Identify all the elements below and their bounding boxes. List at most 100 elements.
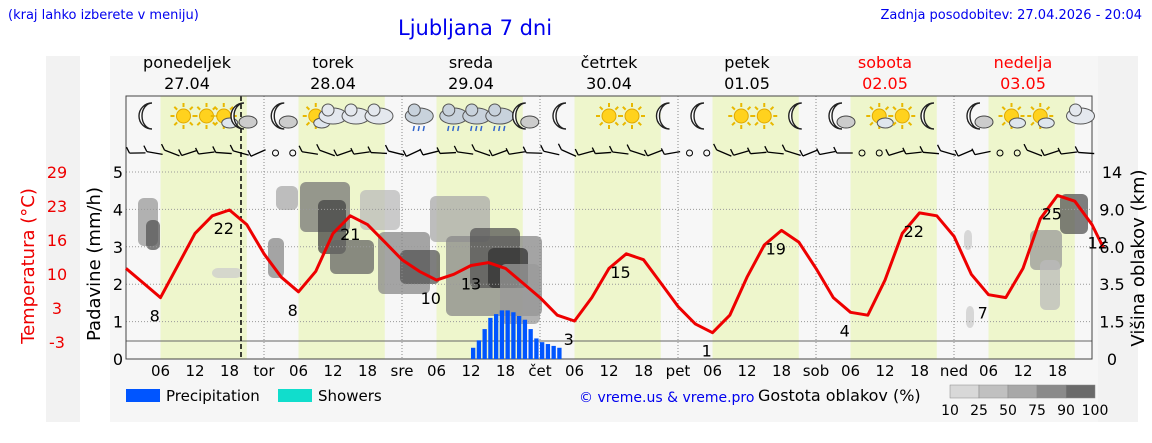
sun-ray <box>731 121 736 126</box>
sun-ray <box>1045 106 1051 111</box>
hour-tick: 18 <box>772 362 791 380</box>
daylight-band <box>712 96 799 359</box>
sun-ray <box>869 106 874 111</box>
rain-cloud-icon <box>439 103 469 132</box>
right-axis-panel <box>1098 56 1138 422</box>
precipitation-bar <box>522 319 528 359</box>
sun-ray <box>622 106 627 111</box>
sun-ray <box>1017 106 1022 111</box>
moon-crescent <box>828 102 843 130</box>
temperature-value-label: 15 <box>610 263 630 282</box>
wind-barb <box>508 151 526 155</box>
sun-ray <box>637 121 642 126</box>
day-abbr: sre <box>391 362 414 380</box>
wind-barb-feather <box>505 147 510 155</box>
cloud-part <box>974 115 994 129</box>
day-name: petek <box>724 53 770 72</box>
sun-ray <box>173 121 178 126</box>
temperature-tick: 23 <box>47 197 67 216</box>
temperature-value-label: 19 <box>766 239 786 258</box>
sun-ray <box>599 106 604 111</box>
credit-link[interactable]: © vreme.us & vreme.pro <box>579 390 754 406</box>
rain-drop <box>475 125 478 132</box>
wind-barb-feather <box>125 146 131 154</box>
sun-ray <box>907 121 913 126</box>
wind-barb-feather <box>833 146 838 154</box>
cloud-density-patch <box>268 238 284 278</box>
sun-ray <box>746 106 752 111</box>
moon-crescent <box>966 102 981 130</box>
hour-tick: 18 <box>496 362 515 380</box>
moon-icon <box>966 102 994 130</box>
wind-barb-feather <box>713 143 718 151</box>
cloud-puff <box>344 103 358 117</box>
moon-icon <box>690 102 705 130</box>
wind-barb-feather <box>746 147 752 154</box>
moon-icon <box>828 102 856 130</box>
sun-disc <box>176 108 191 124</box>
wind-barb-feather <box>574 148 579 156</box>
sun-icon <box>619 103 645 129</box>
sun-ray <box>622 121 627 126</box>
moon-icon <box>655 102 670 130</box>
sun-icon <box>596 103 622 129</box>
wind-barb-feather <box>781 144 786 151</box>
cloud-density-swatch <box>1065 384 1096 399</box>
sun-ray <box>305 106 311 111</box>
wind-barb-feather <box>954 149 959 157</box>
wind-barb <box>457 151 474 155</box>
wind-barb-feather <box>367 146 372 153</box>
moon-icon <box>512 102 540 130</box>
cloud-puff <box>442 103 456 117</box>
wind-barb <box>146 150 163 156</box>
wind-barb-feather <box>885 149 890 156</box>
wind-barb-feather <box>402 150 407 157</box>
cloud-density-step: 100 <box>1082 403 1109 419</box>
temperature-tick: 16 <box>47 231 67 250</box>
cloud-part <box>520 115 540 129</box>
precipitation-bar <box>476 340 482 359</box>
wind-calm <box>703 149 711 157</box>
wind-barb-feather <box>471 144 476 151</box>
cloud-height-axis-label: Višina oblakov (km) <box>1128 169 1149 346</box>
moon-icon <box>138 102 153 130</box>
left-axis-panel <box>46 56 80 422</box>
wind-barb <box>250 149 266 157</box>
cloud-density-step: 25 <box>970 403 988 419</box>
cloud-density-step: 75 <box>1028 403 1046 419</box>
hour-tick: 12 <box>185 362 204 380</box>
moon-crescent <box>138 102 153 130</box>
wind-barb <box>716 149 732 157</box>
precipitation-bar <box>551 345 556 359</box>
wind-barb <box>370 151 388 155</box>
cloud-height-tick: 6.0 <box>1099 238 1124 257</box>
wind-barb <box>181 149 198 157</box>
temperature-value-label: 3 <box>564 330 574 349</box>
wind-barb <box>767 151 784 155</box>
wind-barb-feather <box>453 145 458 153</box>
precipitation-bar <box>499 310 505 359</box>
sun-ray <box>173 106 178 111</box>
chart-title: Ljubljana 7 dni <box>398 16 553 40</box>
temperature-value-label: 10 <box>421 289 441 308</box>
sun-disc <box>601 108 617 124</box>
cloud-density-patch <box>212 268 242 278</box>
day-abbr: ned <box>940 362 968 380</box>
cloud-height-tick: 9.0 <box>1099 200 1124 219</box>
wind-barb <box>1026 149 1043 157</box>
sun-ray <box>196 106 201 111</box>
day-abbr: tor <box>253 362 275 380</box>
cloud-density-patch <box>1040 260 1060 310</box>
wind-barb <box>595 151 612 155</box>
location-hint[interactable]: (kraj lahko izberete v meniju) <box>8 8 199 23</box>
sun-ray <box>213 106 219 111</box>
wind-barb-feather <box>178 149 183 156</box>
day-date: 30.04 <box>586 74 632 93</box>
wind-barb <box>543 150 560 156</box>
temperature-tick: -3 <box>49 333 65 352</box>
day-name: torek <box>312 53 354 72</box>
wind-barb <box>802 149 818 157</box>
wind-barb-feather <box>591 147 596 154</box>
day-date: 02.05 <box>862 74 908 93</box>
